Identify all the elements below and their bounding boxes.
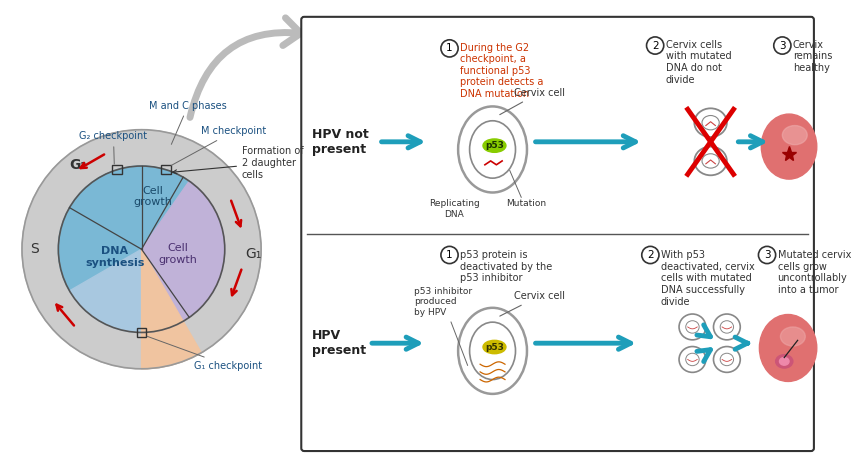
Ellipse shape [782, 126, 807, 145]
Text: G₁ checkpoint: G₁ checkpoint [147, 336, 262, 371]
Text: M and C phases: M and C phases [149, 100, 227, 144]
Text: G₁: G₁ [245, 247, 261, 261]
Wedge shape [141, 249, 201, 369]
Bar [112, 165, 122, 174]
Text: Cervix cell: Cervix cell [500, 291, 565, 316]
Text: S: S [30, 242, 39, 256]
Ellipse shape [780, 358, 789, 365]
Text: G₂: G₂ [69, 158, 87, 173]
Text: G₂ checkpoint: G₂ checkpoint [80, 131, 147, 164]
FancyBboxPatch shape [302, 17, 814, 451]
Ellipse shape [776, 355, 793, 368]
Wedge shape [58, 166, 189, 291]
Text: Cell
growth: Cell growth [134, 186, 172, 207]
Text: Formation of
2 daughter
cells: Formation of 2 daughter cells [173, 146, 303, 179]
Text: p53: p53 [485, 141, 504, 150]
Text: 3: 3 [764, 250, 770, 260]
Text: Cervix cells
with mutated
DNA do not
divide: Cervix cells with mutated DNA do not div… [666, 40, 731, 85]
Bar [137, 328, 147, 337]
Text: 3: 3 [779, 40, 786, 51]
Text: p53 inhibitor
produced
by HPV: p53 inhibitor produced by HPV [414, 287, 472, 365]
Text: 2: 2 [652, 40, 658, 51]
Text: M checkpoint: M checkpoint [171, 126, 266, 166]
Text: During the G2
checkpoint, a
functional p53
protein detects a
DNA mutation: During the G2 checkpoint, a functional p… [460, 43, 543, 99]
Text: Replicating
DNA: Replicating DNA [428, 199, 480, 219]
Wedge shape [141, 181, 225, 332]
Text: With p53
deactivated, cervix
cells with mutated
DNA successfully
divide: With p53 deactivated, cervix cells with … [661, 250, 755, 306]
Ellipse shape [761, 114, 817, 179]
Text: 1: 1 [446, 43, 452, 53]
Circle shape [22, 130, 261, 369]
Text: HPV
present: HPV present [312, 329, 366, 357]
Text: Mutation: Mutation [506, 199, 546, 208]
Text: p53: p53 [485, 343, 504, 352]
Wedge shape [69, 249, 141, 332]
Text: Cervix
remains
healthy: Cervix remains healthy [793, 40, 832, 73]
Ellipse shape [781, 327, 806, 346]
Text: p53 protein is
deactivated by the
p53 inhibitor: p53 protein is deactivated by the p53 in… [460, 250, 552, 283]
Text: 1: 1 [446, 250, 452, 260]
Text: DNA
synthesis: DNA synthesis [85, 246, 145, 268]
Text: 2: 2 [647, 250, 654, 260]
Bar [161, 165, 171, 174]
FancyArrowPatch shape [190, 18, 301, 117]
Ellipse shape [759, 314, 817, 381]
Wedge shape [141, 249, 183, 332]
Ellipse shape [483, 139, 506, 153]
Text: Cervix cell: Cervix cell [500, 88, 565, 115]
Ellipse shape [483, 340, 506, 354]
Text: HPV not
present: HPV not present [312, 128, 369, 156]
Text: Cell
growth: Cell growth [159, 243, 197, 265]
Text: Mutated cervix
cells grow
uncontrollably
into a tumor: Mutated cervix cells grow uncontrollably… [777, 250, 851, 295]
